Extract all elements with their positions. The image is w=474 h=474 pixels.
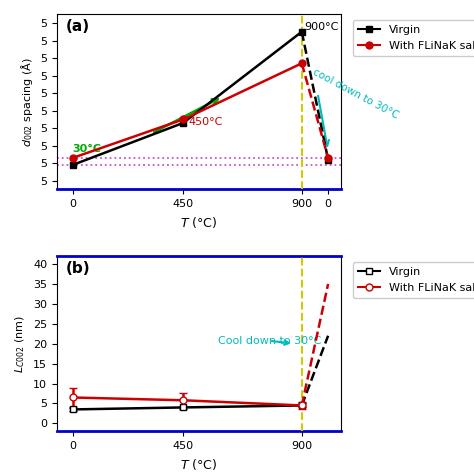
Y-axis label: $L_{C002}$ (nm): $L_{C002}$ (nm) [14, 315, 27, 373]
Y-axis label: $d_{002}$ spacing (Å): $d_{002}$ spacing (Å) [18, 57, 35, 146]
X-axis label: $\it{T}$ (°C): $\it{T}$ (°C) [181, 456, 218, 472]
Legend: Virgin, With FLiNaK salt: Virgin, With FLiNaK salt [353, 262, 474, 298]
Text: 30°C: 30°C [73, 145, 102, 155]
Text: (b): (b) [65, 261, 90, 276]
Text: (a): (a) [65, 19, 90, 35]
Text: 900°C: 900°C [304, 22, 339, 32]
Legend: Virgin, With FLiNaK salt: Virgin, With FLiNaK salt [353, 20, 474, 56]
X-axis label: $\it{T}$ (°C): $\it{T}$ (°C) [181, 215, 218, 230]
Text: cool down to 30°C: cool down to 30°C [311, 67, 400, 120]
Text: 450°C: 450°C [189, 117, 223, 127]
Text: Cool down to 30°C: Cool down to 30°C [218, 336, 321, 346]
